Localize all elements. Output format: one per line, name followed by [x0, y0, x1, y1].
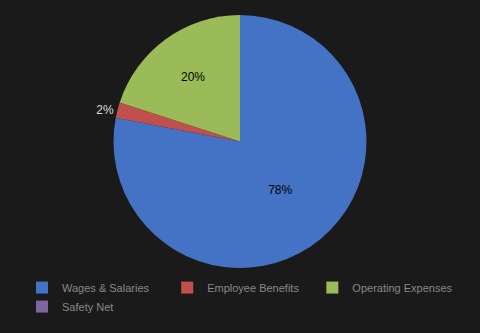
svg-text:78%: 78% — [268, 183, 292, 197]
svg-text:Wages & Salaries: Wages & Salaries — [62, 282, 150, 294]
svg-text:2%: 2% — [96, 103, 114, 117]
svg-text:Operating Expenses: Operating Expenses — [352, 282, 452, 294]
svg-text:20%: 20% — [181, 70, 205, 84]
svg-text:Employee Benefits: Employee Benefits — [207, 282, 299, 294]
svg-text:Safety Net: Safety Net — [62, 301, 113, 313]
